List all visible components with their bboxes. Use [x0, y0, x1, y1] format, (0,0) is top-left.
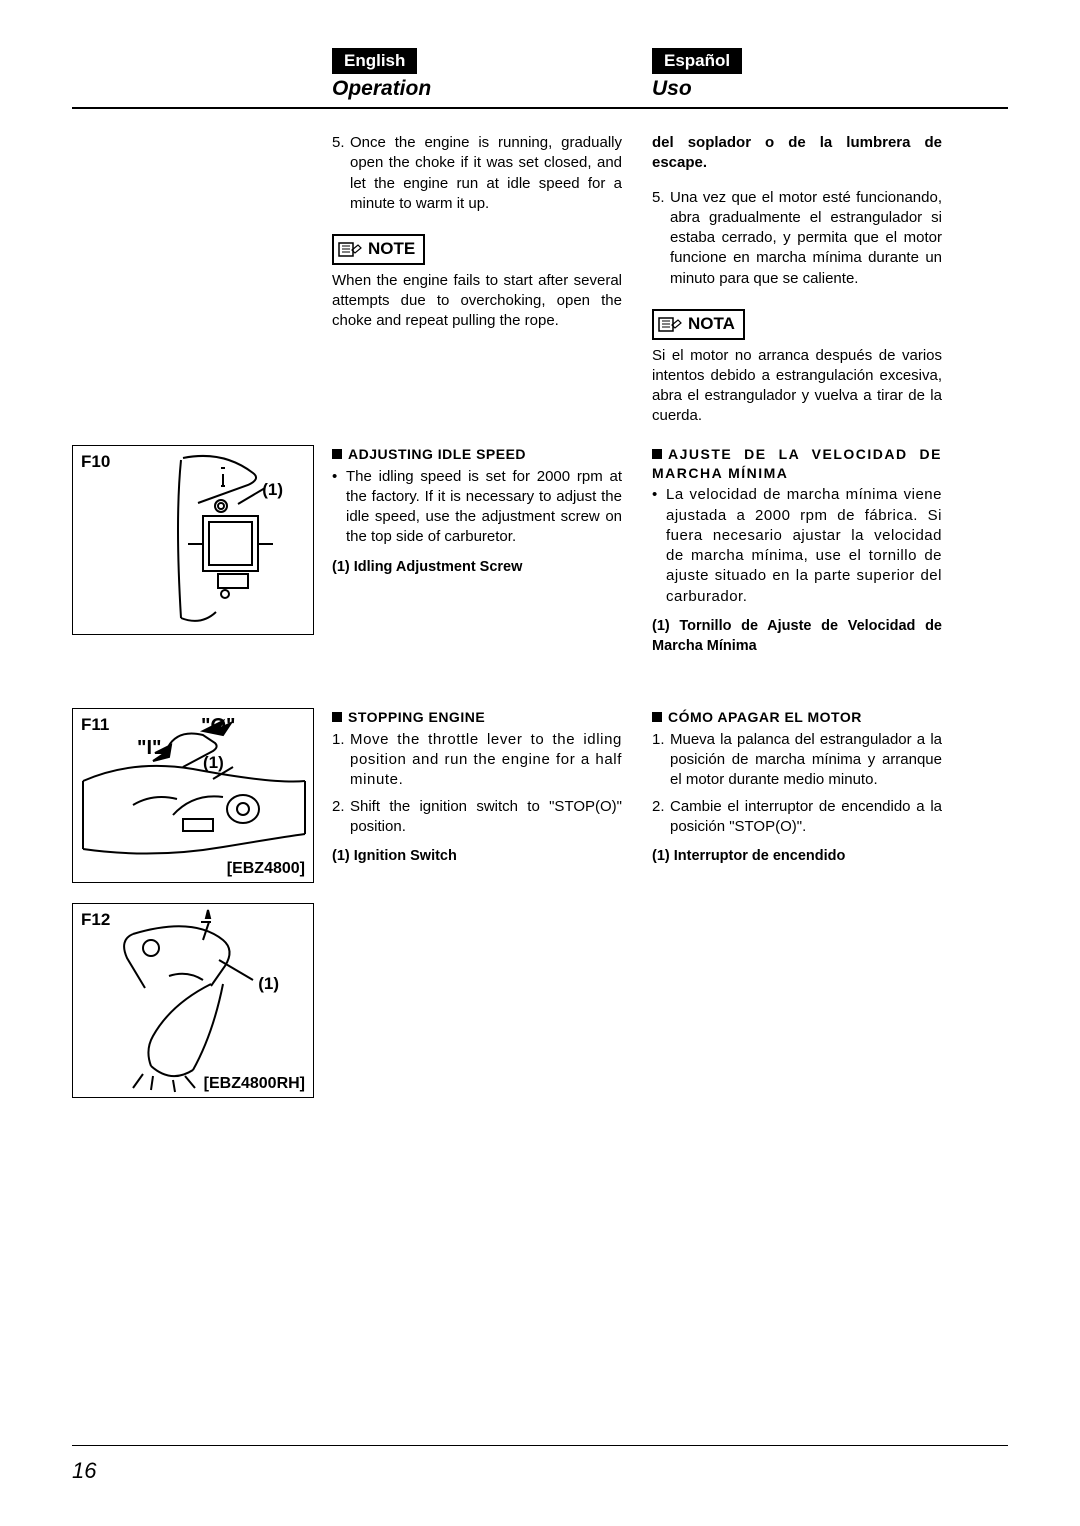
page-number: 16: [72, 1458, 96, 1484]
en-stop-1: 1. Move the throttle lever to the idling…: [332, 730, 622, 791]
es-stop-1-num: 1.: [652, 730, 670, 791]
es-step5: 5. Una vez que el motor esté funcionando…: [652, 188, 942, 289]
header-english: English Operation: [332, 48, 622, 101]
col-fig-f10: F10 (1): [72, 445, 332, 656]
note-icon: [658, 315, 682, 333]
es-stop-1-text: Mueva la palanca del estrangulador a la …: [670, 730, 942, 791]
col-en-stop: STOPPING ENGINE 1. Move the throttle lev…: [332, 708, 622, 1118]
es-idle-text: La velocidad de marcha mínima viene ajus…: [666, 485, 942, 607]
title-uso: Uso: [652, 77, 942, 101]
en-idle-ref: (1) Idling Adjustment Screw: [332, 558, 622, 578]
es-stop-2: 2. Cambie el interruptor de encendido a …: [652, 797, 942, 838]
en-stop-2-num: 2.: [332, 797, 350, 838]
en-step5-text: Once the engine is running, gradually op…: [350, 133, 622, 214]
en-idle-body: • The idling speed is set for 2000 rpm a…: [332, 467, 622, 548]
figure-f12: F12 (1) [EBZ4800RH]: [72, 903, 314, 1098]
en-stop-ref: (1) Ignition Switch: [332, 847, 622, 867]
f12-drawing: [73, 904, 313, 1096]
figs-spacer-1: [72, 133, 332, 427]
es-stop-1: 1. Mueva la palanca del estrangulador a …: [652, 730, 942, 791]
es-stop-2-num: 2.: [652, 797, 670, 838]
en-stop-heading: STOPPING ENGINE: [332, 708, 622, 727]
col-es-stop: CÓMO APAGAR EL MOTOR 1. Mueva la palanca…: [652, 708, 942, 1118]
note-icon: [338, 240, 362, 258]
es-step5-num: 5.: [652, 188, 670, 289]
badge-spanish: Español: [652, 48, 742, 74]
note-box-en: NOTE: [332, 234, 425, 265]
header-row: English Operation Español Uso: [72, 48, 1008, 101]
en-stop-2-text: Shift the ignition switch to "STOP(O)" p…: [350, 797, 622, 838]
en-idle-text: The idling speed is set for 2000 rpm at …: [346, 467, 622, 548]
es-idle-body: • La velocidad de marcha mínima viene aj…: [652, 485, 942, 607]
footer-rule: [72, 1445, 1008, 1446]
title-operation: Operation: [332, 77, 622, 101]
f10-label: F10: [81, 452, 110, 472]
note-label-es: NOTA: [688, 313, 735, 336]
header-spanish: Español Uso: [652, 48, 942, 101]
f11-o-label: "O": [201, 715, 236, 738]
es-stop-ref: (1) Interruptor de encendido: [652, 847, 942, 867]
en-stop-1-num: 1.: [332, 730, 350, 791]
es-cont: del soplador o de la lumbrera de escape.: [652, 133, 942, 174]
note-body-es: Si el motor no arranca después de varios…: [652, 346, 942, 427]
row-idle: F10 (1): [72, 445, 1008, 656]
col-fig-f11-f12: F11 "O" "I" (1) [EBZ4800]: [72, 708, 332, 1118]
f12-label: F12: [81, 910, 110, 930]
f11-i-label: "I": [137, 737, 162, 760]
es-idle-ref: (1) Tornillo de Ajuste de Velocidad de M…: [652, 617, 942, 656]
es-idle-heading: AJUSTE DE LA VELOCIDAD DE MARCHA MÍNIMA: [652, 445, 942, 483]
header-spacer: [72, 48, 332, 101]
f10-ref: (1): [262, 480, 283, 500]
es-stop-2-text: Cambie el interruptor de encendido a la …: [670, 797, 942, 838]
en-step5: 5. Once the engine is running, gradually…: [332, 133, 622, 214]
col-es-idle: AJUSTE DE LA VELOCIDAD DE MARCHA MÍNIMA …: [652, 445, 942, 656]
en-idle-heading: ADJUSTING IDLE SPEED: [332, 445, 622, 464]
header-rule: [72, 107, 1008, 109]
f12-model: [EBZ4800RH]: [204, 1075, 305, 1093]
square-bullet-icon: [652, 449, 662, 459]
col-en-idle: ADJUSTING IDLE SPEED • The idling speed …: [332, 445, 622, 656]
f12-ref: (1): [258, 974, 279, 994]
figure-f10: F10 (1): [72, 445, 314, 635]
bullet-dot: •: [332, 467, 346, 548]
en-stop-2: 2. Shift the ignition switch to "STOP(O)…: [332, 797, 622, 838]
square-bullet-icon: [332, 712, 342, 722]
row-stop: F11 "O" "I" (1) [EBZ4800]: [72, 708, 1008, 1118]
en-stop-1-text: Move the throttle lever to the idling po…: [350, 730, 622, 791]
f11-ref: (1): [203, 753, 224, 773]
col-en-intro: 5. Once the engine is running, gradually…: [332, 133, 622, 427]
note-box-es: NOTA: [652, 309, 745, 340]
f11-label: F11: [81, 715, 109, 735]
note-body-en: When the engine fails to start after sev…: [332, 271, 622, 332]
es-step5-text: Una vez que el motor esté funcionando, a…: [670, 188, 942, 289]
f11-model: [EBZ4800]: [227, 860, 305, 878]
figure-f11: F11 "O" "I" (1) [EBZ4800]: [72, 708, 314, 883]
en-step5-num: 5.: [332, 133, 350, 214]
note-label-en: NOTE: [368, 238, 415, 261]
square-bullet-icon: [332, 449, 342, 459]
es-stop-heading: CÓMO APAGAR EL MOTOR: [652, 708, 942, 727]
col-es-intro: del soplador o de la lumbrera de escape.…: [652, 133, 942, 427]
bullet-dot: •: [652, 485, 666, 607]
row-intro: 5. Once the engine is running, gradually…: [72, 133, 1008, 427]
badge-english: English: [332, 48, 417, 74]
f10-drawing: [73, 446, 313, 634]
square-bullet-icon: [652, 712, 662, 722]
